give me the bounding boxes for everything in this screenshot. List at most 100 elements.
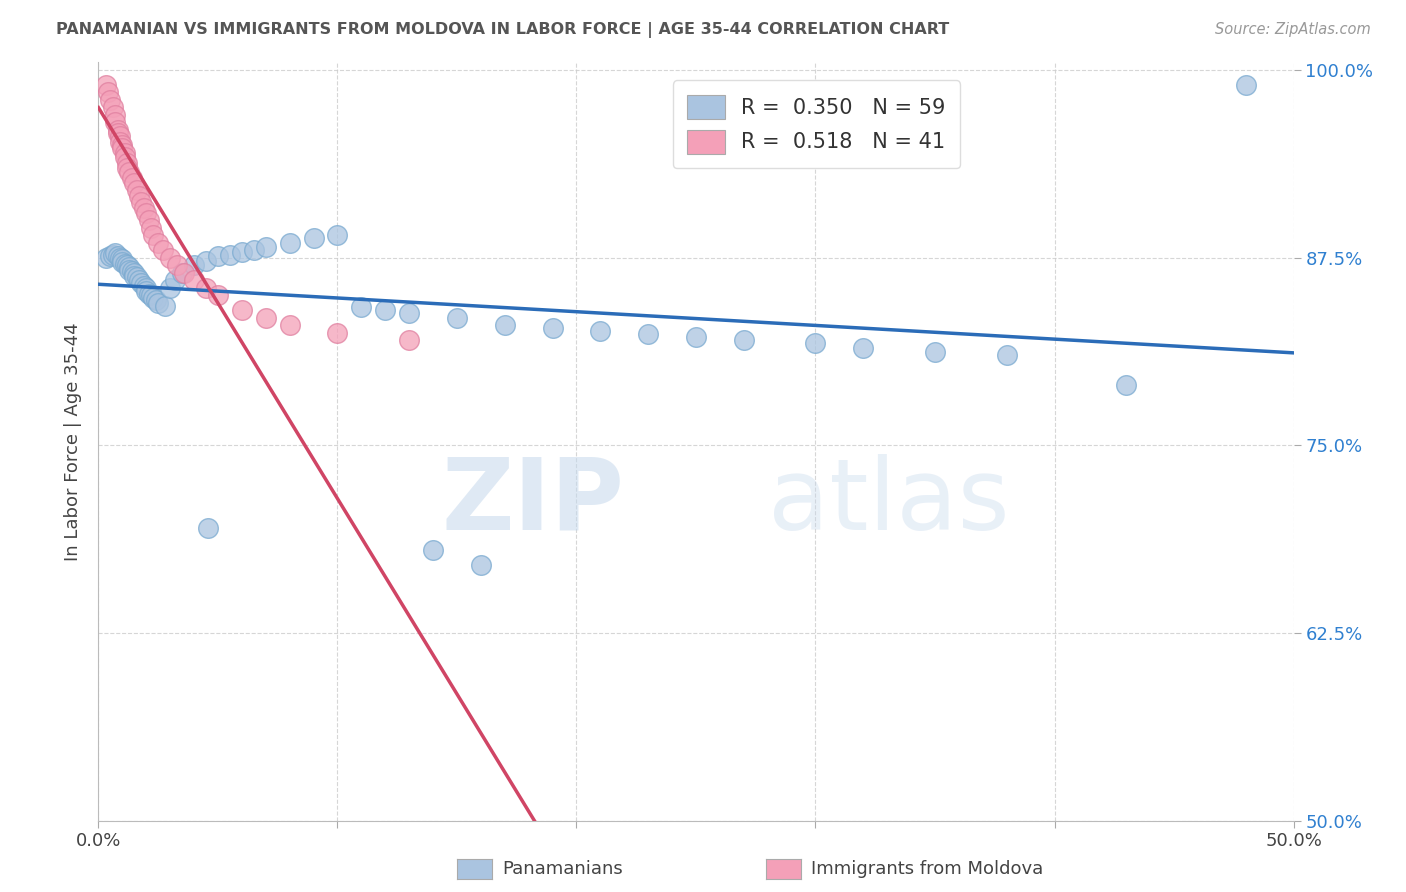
Point bbox=[166, 258, 188, 272]
Y-axis label: In Labor Force | Age 35-44: In Labor Force | Age 35-44 bbox=[63, 322, 82, 561]
Point bbox=[132, 279, 155, 293]
Point bbox=[685, 330, 707, 344]
Point bbox=[173, 266, 195, 280]
Text: PANAMANIAN VS IMMIGRANTS FROM MOLDOVA IN LABOR FORCE | AGE 35-44 CORRELATION CHA: PANAMANIAN VS IMMIGRANTS FROM MOLDOVA IN… bbox=[56, 22, 949, 38]
Text: ZIP: ZIP bbox=[441, 454, 624, 550]
Point bbox=[350, 300, 373, 314]
Point bbox=[114, 150, 136, 164]
Point bbox=[446, 310, 468, 325]
Point bbox=[541, 321, 564, 335]
Point bbox=[118, 262, 141, 277]
Text: Source: ZipAtlas.com: Source: ZipAtlas.com bbox=[1215, 22, 1371, 37]
Point bbox=[94, 78, 117, 92]
Point bbox=[159, 280, 181, 294]
Point bbox=[148, 235, 170, 250]
Point bbox=[111, 255, 134, 269]
Point bbox=[111, 138, 134, 153]
Point bbox=[132, 201, 155, 215]
Point bbox=[108, 135, 131, 149]
Point bbox=[124, 268, 146, 283]
Point bbox=[139, 288, 162, 302]
Point bbox=[398, 333, 420, 347]
Point bbox=[101, 247, 124, 261]
Point bbox=[97, 86, 120, 100]
Point bbox=[135, 284, 157, 298]
Point bbox=[98, 249, 122, 263]
Point bbox=[108, 128, 131, 143]
Point bbox=[131, 195, 153, 210]
Point bbox=[139, 220, 162, 235]
Point bbox=[852, 341, 875, 355]
Point bbox=[125, 270, 148, 285]
Point bbox=[183, 258, 205, 272]
Point bbox=[589, 324, 612, 338]
Point bbox=[163, 273, 186, 287]
Point bbox=[104, 108, 127, 122]
Point bbox=[924, 345, 946, 359]
Point bbox=[159, 251, 181, 265]
Point bbox=[115, 258, 138, 272]
Point bbox=[326, 326, 349, 340]
Point bbox=[254, 310, 277, 325]
Point bbox=[108, 251, 131, 265]
Point bbox=[207, 249, 229, 263]
Point bbox=[104, 115, 127, 129]
Point bbox=[114, 145, 136, 160]
Point bbox=[124, 176, 146, 190]
Point bbox=[107, 249, 129, 263]
Point bbox=[207, 288, 229, 302]
Point bbox=[995, 348, 1018, 362]
Point bbox=[197, 521, 219, 535]
Point bbox=[142, 228, 165, 243]
Point bbox=[142, 291, 165, 305]
Point bbox=[115, 156, 138, 170]
Point bbox=[231, 244, 253, 259]
Point bbox=[121, 171, 143, 186]
Point bbox=[152, 243, 174, 257]
Point bbox=[1115, 378, 1137, 392]
Point bbox=[118, 165, 141, 179]
Point bbox=[111, 141, 134, 155]
Point bbox=[422, 543, 444, 558]
Point bbox=[115, 161, 138, 175]
Point bbox=[374, 303, 396, 318]
Point bbox=[148, 295, 170, 310]
Point bbox=[494, 318, 516, 333]
Point bbox=[121, 264, 143, 278]
Point bbox=[135, 205, 157, 219]
Point bbox=[125, 183, 148, 197]
Point bbox=[128, 273, 150, 287]
Point bbox=[155, 299, 177, 313]
Point bbox=[101, 100, 124, 114]
Point bbox=[145, 293, 167, 307]
Point bbox=[98, 93, 122, 107]
Point bbox=[135, 280, 157, 294]
Point bbox=[302, 231, 325, 245]
Point bbox=[107, 123, 129, 137]
Point bbox=[138, 213, 160, 227]
Point bbox=[138, 286, 160, 301]
Text: atlas: atlas bbox=[768, 454, 1010, 550]
Point bbox=[243, 243, 266, 257]
Point bbox=[172, 266, 194, 280]
Point bbox=[124, 266, 146, 280]
Point bbox=[219, 247, 242, 261]
Point bbox=[326, 228, 349, 243]
Point bbox=[231, 303, 253, 318]
Point bbox=[183, 273, 205, 287]
Point bbox=[398, 306, 420, 320]
Text: Immigrants from Moldova: Immigrants from Moldova bbox=[811, 860, 1043, 878]
Point bbox=[1234, 78, 1257, 92]
Point bbox=[118, 260, 141, 274]
Point bbox=[94, 251, 117, 265]
Point bbox=[104, 246, 127, 260]
Point bbox=[637, 327, 659, 342]
Point bbox=[107, 126, 129, 140]
Point bbox=[278, 235, 301, 250]
Point bbox=[278, 318, 301, 333]
Point bbox=[128, 189, 150, 203]
Point bbox=[131, 276, 153, 290]
Point bbox=[254, 240, 277, 254]
Point bbox=[114, 257, 136, 271]
Legend: R =  0.350   N = 59, R =  0.518   N = 41: R = 0.350 N = 59, R = 0.518 N = 41 bbox=[672, 80, 960, 169]
